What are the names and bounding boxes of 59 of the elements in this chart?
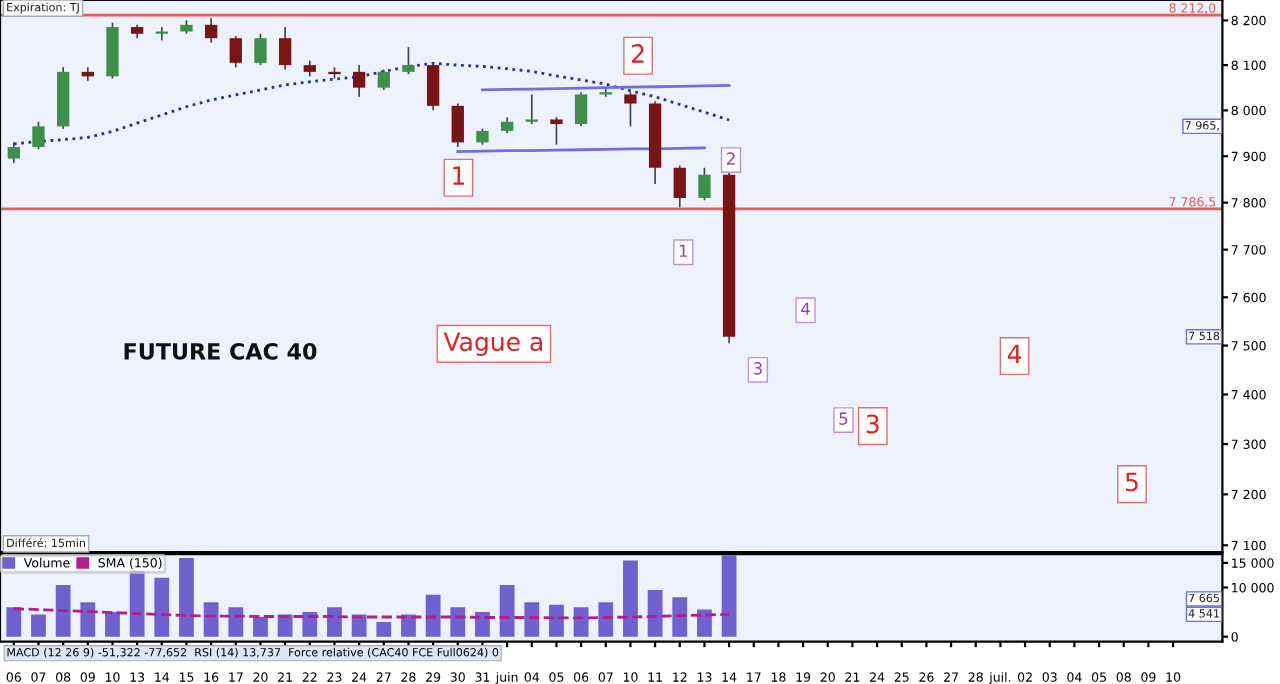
- bar: [129, 570, 145, 637]
- candlestick: [7, 141, 20, 164]
- candlestick: [624, 91, 637, 128]
- candlestick: [426, 62, 440, 112]
- annotation: 5: [1125, 472, 1138, 492]
- bar: [672, 597, 688, 637]
- bar: [179, 557, 194, 637]
- annotation: 2: [631, 44, 644, 63]
- bar: [376, 621, 392, 637]
- bar: [55, 585, 71, 637]
- bar: [6, 607, 22, 637]
- candlestick: [352, 64, 366, 98]
- candlestick: [574, 91, 588, 128]
- bar: [549, 604, 564, 637]
- bar: [203, 602, 219, 637]
- bar: [31, 614, 46, 637]
- annotation: 2: [726, 152, 735, 165]
- candlestick: [550, 116, 563, 146]
- bar: [425, 594, 441, 637]
- candlestick: [525, 93, 538, 125]
- bar: [499, 585, 515, 637]
- candlestick: [698, 166, 711, 202]
- bar: [721, 555, 737, 637]
- text: FUTURE CAC 40: [124, 342, 317, 360]
- annotation: 3: [866, 414, 879, 434]
- line-series: [12, 61, 731, 146]
- candlestick: [451, 102, 464, 148]
- annotation: 4: [801, 302, 810, 315]
- candlestick: [673, 164, 686, 209]
- bar: [647, 589, 663, 637]
- bar: [450, 607, 466, 637]
- bar: [598, 602, 614, 637]
- candlestick: [204, 17, 218, 44]
- bar: [253, 617, 268, 637]
- bar: [573, 607, 589, 637]
- bar: [623, 560, 638, 637]
- bar: [351, 614, 367, 637]
- bar: [697, 609, 712, 637]
- annotation: 1: [453, 166, 465, 185]
- bar: [154, 577, 170, 637]
- annotation: 5: [839, 412, 848, 425]
- candlestick: [377, 68, 390, 91]
- candlestick: [229, 35, 242, 69]
- candlestick: [402, 46, 415, 75]
- annotation: Vague a: [443, 332, 542, 356]
- candlestick: [32, 120, 45, 151]
- annotation: 4: [1007, 344, 1022, 363]
- candlestick: [254, 32, 267, 66]
- annotation: 1: [679, 244, 688, 257]
- bar: [475, 612, 490, 637]
- bar: [524, 602, 540, 637]
- bar: [327, 607, 342, 637]
- bar: [105, 612, 120, 637]
- bar: [80, 602, 96, 637]
- bar: [302, 612, 318, 637]
- candlestick: [278, 26, 292, 71]
- annotation: 3: [753, 362, 762, 375]
- bar: [228, 607, 244, 637]
- bar: [401, 614, 416, 637]
